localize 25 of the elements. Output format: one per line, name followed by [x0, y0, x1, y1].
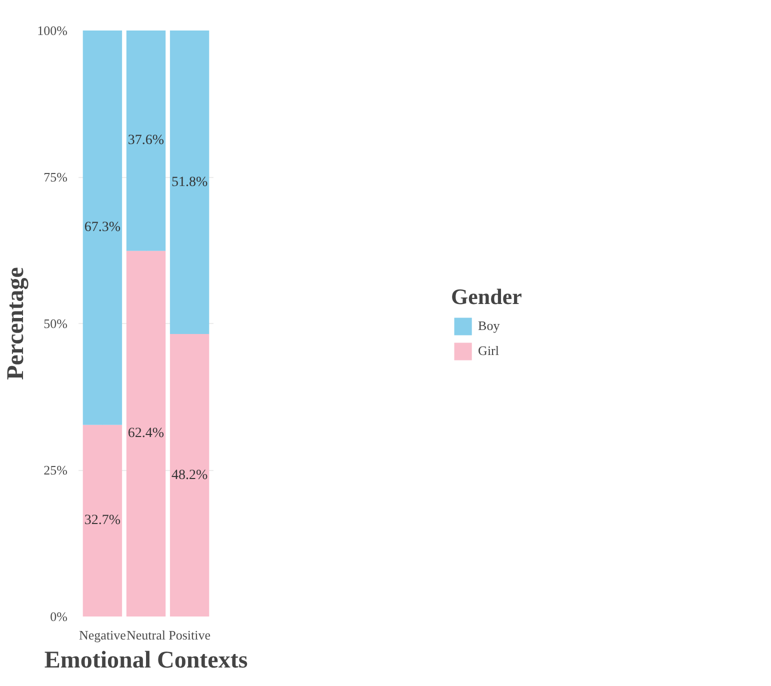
x-tick-label: Positive: [168, 628, 211, 642]
y-tick-label: 100%: [37, 23, 68, 38]
bar: [82, 424, 122, 616]
y-tick-label: 0%: [50, 609, 68, 624]
data-label: 37.6%: [128, 133, 164, 148]
legend-label: Girl: [478, 343, 500, 359]
x-tick-label: Neutral: [126, 628, 166, 642]
bar: [126, 30, 166, 251]
bar: [170, 30, 210, 334]
data-label: 62.4%: [128, 426, 164, 442]
legend-title: Gender: [451, 284, 522, 310]
y-tick-label: 75%: [44, 170, 68, 184]
y-axis-title: Percentage: [3, 266, 30, 380]
bar: [82, 30, 122, 425]
data-label: 48.2%: [171, 468, 208, 483]
y-tick-label: 50%: [44, 316, 68, 331]
y-tick-label: 25%: [44, 462, 68, 478]
bar: [126, 250, 166, 616]
legend-label: Boy: [478, 318, 500, 334]
x-axis-title: Emotional Contexts: [44, 648, 248, 674]
data-label: 32.7%: [84, 513, 121, 528]
data-label: 51.8%: [171, 174, 208, 190]
data-label: 67.3%: [84, 220, 121, 236]
x-tick-label: Negative: [78, 628, 126, 642]
bar: [170, 334, 210, 616]
